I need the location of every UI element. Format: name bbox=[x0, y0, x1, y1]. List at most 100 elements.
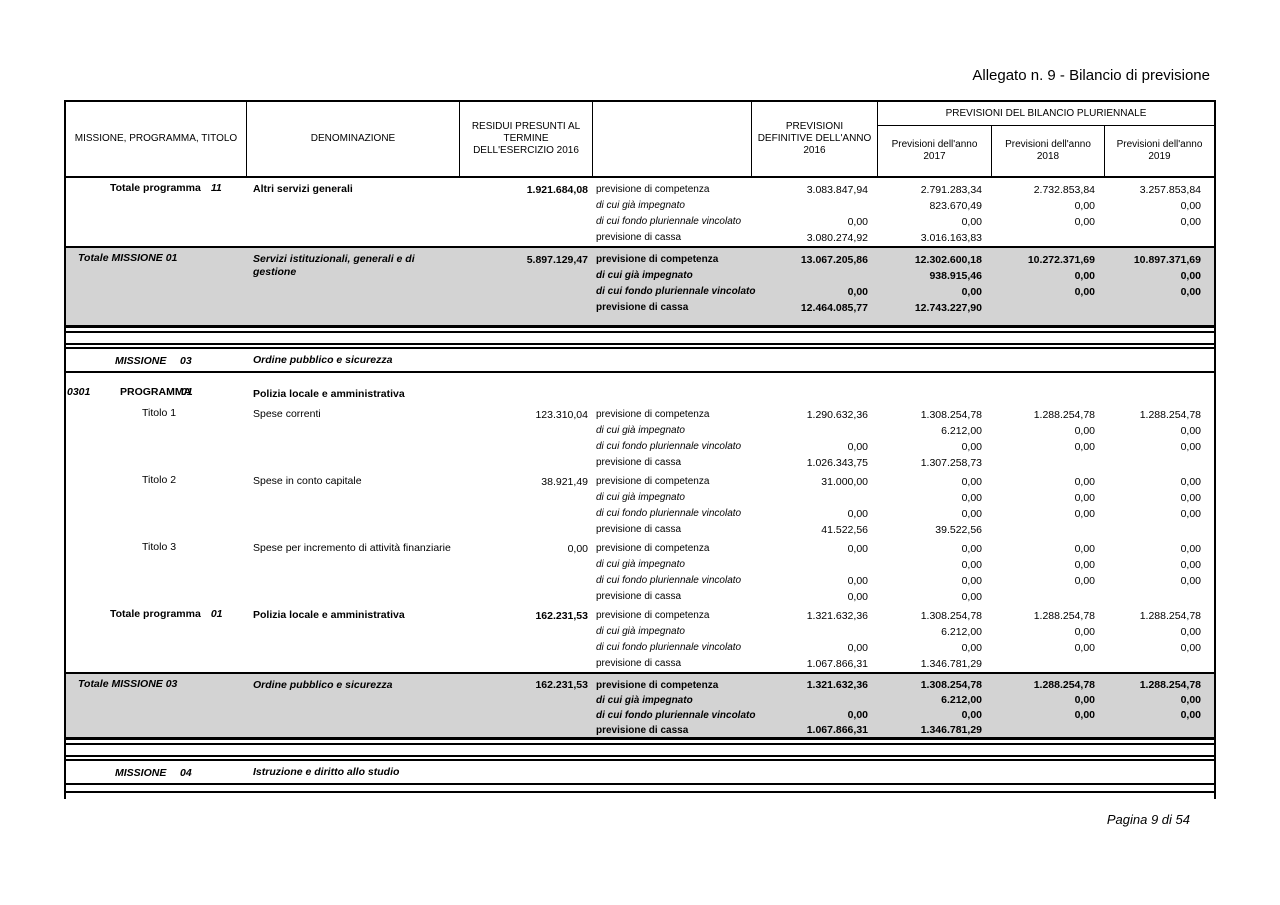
col-values-1: 1.308.254,78 6.212,00 0,00 1.346.781,29 bbox=[878, 608, 992, 672]
value-cell: 10.897.371,69 bbox=[1133, 254, 1201, 266]
col-values-1: 0,00 0,00 0,00 39.522,56 bbox=[878, 474, 992, 538]
row-detail: Titolo 3 Spese per incremento di attività… bbox=[66, 537, 1214, 604]
value-cell: 0,00 bbox=[1074, 642, 1095, 654]
value-cell: 0,00 bbox=[1074, 270, 1095, 282]
col-values-3: 3.257.853,84 0,00 0,00 bbox=[1105, 182, 1214, 246]
col-values-0: 1.321.632,36 0,00 1.067.866,31 bbox=[752, 608, 878, 672]
value-cell: 0,00 bbox=[1180, 216, 1201, 228]
value-cell: 12.743.227,90 bbox=[914, 302, 982, 314]
value-cell bbox=[992, 455, 1095, 471]
col-denominazione: Altri servizi generali bbox=[253, 183, 353, 195]
value-cell: 1.067.866,31 bbox=[806, 724, 868, 736]
value-cell: 0,00 bbox=[961, 286, 982, 298]
value-cell bbox=[992, 723, 1095, 738]
value-cell: 1.288.254,78 bbox=[1033, 409, 1095, 421]
value-cell: 2.732.853,84 bbox=[1033, 184, 1095, 196]
value-cell: 0,00 bbox=[1074, 216, 1095, 228]
value-cell: 0,00 bbox=[847, 591, 868, 603]
line-label: di cui fondo pluriennale vincolato bbox=[596, 286, 756, 297]
col-values-2: 0,00 0,00 0,00 bbox=[992, 541, 1105, 605]
value-cell: 0,00 bbox=[1074, 286, 1095, 298]
col-values-0: 1.290.632,36 0,00 1.026.343,75 bbox=[752, 407, 878, 471]
row-detail: Titolo 1 Spese correnti 123.310,04 previsio… bbox=[66, 403, 1214, 470]
row-label: Totale programma bbox=[110, 608, 201, 620]
col-residui: 162.231,53 bbox=[460, 608, 593, 672]
col-values-1: 1.308.254,78 6.212,00 0,00 1.307.258,73 bbox=[878, 407, 992, 471]
value-cell: 1.308.254,78 bbox=[920, 610, 982, 622]
col-values-1: 12.302.600,18 938.915,46 0,00 12.743.227,90 bbox=[878, 252, 992, 325]
col-values-0: 13.067.205,86 0,00 12.464.085,77 bbox=[752, 252, 878, 325]
col-values-2: 1.288.254,78 0,00 0,00 bbox=[992, 678, 1105, 738]
col-missione-label: Totale MISSIONE 01 bbox=[66, 252, 247, 325]
col-denominazione: Polizia locale e amministrativa bbox=[253, 609, 405, 621]
col-residui: 38.921,49 bbox=[460, 474, 593, 538]
row-mission-total: Totale MISSIONE 03 Ordine pubblico e sicu… bbox=[66, 672, 1214, 740]
value-cell: 0,00 bbox=[1074, 425, 1095, 437]
value-cell: 3.080.274,92 bbox=[806, 232, 868, 244]
col-values-2: 1.288.254,78 0,00 0,00 bbox=[992, 407, 1105, 471]
col-values-0: 1.321.632,36 0,00 1.067.866,31 bbox=[752, 678, 878, 738]
col-missione-label: Titolo 3 bbox=[66, 541, 247, 605]
value-cell bbox=[752, 268, 868, 284]
row-mission-total: Totale MISSIONE 01 Servizi istituzionali,… bbox=[66, 246, 1214, 328]
value-cell: 0,00 bbox=[1074, 626, 1095, 638]
band-label: MISSIONE bbox=[115, 767, 167, 779]
band-denomination: Ordine pubblico e sicurezza bbox=[253, 354, 393, 366]
col-values-0: 31.000,00 0,00 41.522,56 bbox=[752, 474, 878, 538]
value-cell bbox=[992, 522, 1095, 538]
line-label: previsione di cassa bbox=[596, 524, 682, 535]
line-label: previsione di cassa bbox=[596, 591, 682, 602]
line-label: previsione di cassa bbox=[596, 725, 689, 736]
line-label: di cui fondo pluriennale vincolato bbox=[596, 216, 742, 227]
line-label: di cui già impegnato bbox=[596, 626, 685, 637]
value-cell: 0,00 bbox=[961, 508, 982, 520]
value-cell: 0,00 bbox=[961, 216, 982, 228]
value-cell: 0,00 bbox=[961, 559, 982, 571]
col-denominazione: Ordine pubblico e sicurezza bbox=[253, 679, 393, 691]
value-cell: 6.212,00 bbox=[941, 626, 982, 638]
value-cell: 0,00 bbox=[1180, 425, 1201, 437]
value-cell: 0,00 bbox=[961, 476, 982, 488]
value-cell: 0,00 bbox=[847, 441, 868, 453]
row-label: Totale MISSIONE 03 bbox=[78, 678, 178, 690]
value-cell: 41.522,56 bbox=[821, 524, 868, 536]
separator-band bbox=[66, 331, 1214, 345]
col-values-1: 1.308.254,78 6.212,00 0,00 1.346.781,29 bbox=[878, 678, 992, 738]
value-cell: 1.308.254,78 bbox=[920, 409, 982, 421]
col-missione-label: Titolo 1 bbox=[66, 407, 247, 471]
header-pluriennale: PREVISIONI DEL BILANCIO PLURIENNALE bbox=[878, 102, 1214, 126]
value-cell: 1.346.781,29 bbox=[920, 724, 982, 736]
value-cell: 0,00 bbox=[847, 642, 868, 654]
line-label: di cui fondo pluriennale vincolato bbox=[596, 441, 742, 452]
col-line-labels: previsione di competenza di cui già impeg… bbox=[593, 608, 752, 672]
value-cell: 0,00 bbox=[847, 286, 868, 298]
value-cell: 13.067.205,86 bbox=[800, 254, 868, 266]
value-cell: 0,00 bbox=[961, 642, 982, 654]
value-cell: 0,00 bbox=[1180, 709, 1201, 721]
value-cell: 1.026.343,75 bbox=[806, 457, 868, 469]
value-cell bbox=[992, 589, 1095, 605]
header-col-2017: Previsioni dell'anno 2017 bbox=[878, 126, 992, 176]
row-mission-header: MISSIONE 03 Ordine pubblico e sicurezza bbox=[66, 347, 1214, 373]
col-values-1: 2.791.283,34 823.670,49 0,00 3.016.163,83 bbox=[878, 182, 992, 246]
residui-value: 5.897.129,47 bbox=[526, 254, 588, 266]
value-cell: 0,00 bbox=[1180, 476, 1201, 488]
value-cell: 823.670,49 bbox=[929, 200, 982, 212]
line-label: previsione di competenza bbox=[596, 680, 719, 691]
row-code: 01 bbox=[210, 608, 223, 620]
value-cell: 0,00 bbox=[1180, 508, 1201, 520]
header-col-spacer bbox=[593, 102, 752, 176]
row-program-header: 0301 PROGRAMMA 01 Polizia locale e amminist… bbox=[66, 385, 1214, 403]
band-col-missione: 0301 PROGRAMMA 01 bbox=[66, 385, 247, 403]
line-label: di cui già impegnato bbox=[596, 425, 685, 436]
value-cell: 3.083.847,94 bbox=[806, 184, 868, 196]
row-label: Totale programma bbox=[110, 182, 201, 194]
header-col-missione: MISSIONE, PROGRAMMA, TITOLO bbox=[66, 102, 247, 176]
value-cell bbox=[992, 230, 1095, 246]
value-cell: 3.257.853,84 bbox=[1139, 184, 1201, 196]
value-cell bbox=[1105, 300, 1201, 316]
value-cell: 3.016.163,83 bbox=[920, 232, 982, 244]
row-label: Titolo 2 bbox=[142, 474, 177, 486]
separator-band bbox=[66, 743, 1214, 757]
value-cell: 0,00 bbox=[961, 591, 982, 603]
